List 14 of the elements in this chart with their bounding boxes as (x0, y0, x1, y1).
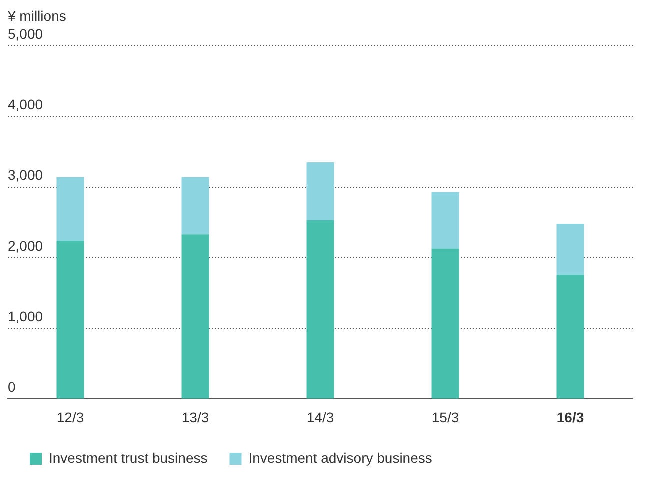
x-tick-label: 14/3 (306, 409, 334, 426)
legend-label: Investment trust business (49, 450, 208, 466)
y-tick-label: 1,000 (8, 308, 44, 324)
x-tick-label: 16/3 (556, 409, 584, 426)
x-tick-label: 15/3 (432, 409, 460, 426)
y-tick-label: 5,000 (8, 26, 44, 42)
x-tick-label: 12/3 (56, 409, 84, 426)
y-tick-label: 4,000 (8, 96, 44, 112)
y-axis-title: ¥ millions (8, 8, 66, 24)
y-tick-label: 2,000 (8, 238, 44, 254)
y-tick-label: 0 (8, 379, 16, 396)
y-tick-label: 3,000 (8, 167, 44, 184)
x-tick-label: 13/3 (182, 409, 210, 426)
legend-label: Investment advisory business (248, 450, 432, 466)
